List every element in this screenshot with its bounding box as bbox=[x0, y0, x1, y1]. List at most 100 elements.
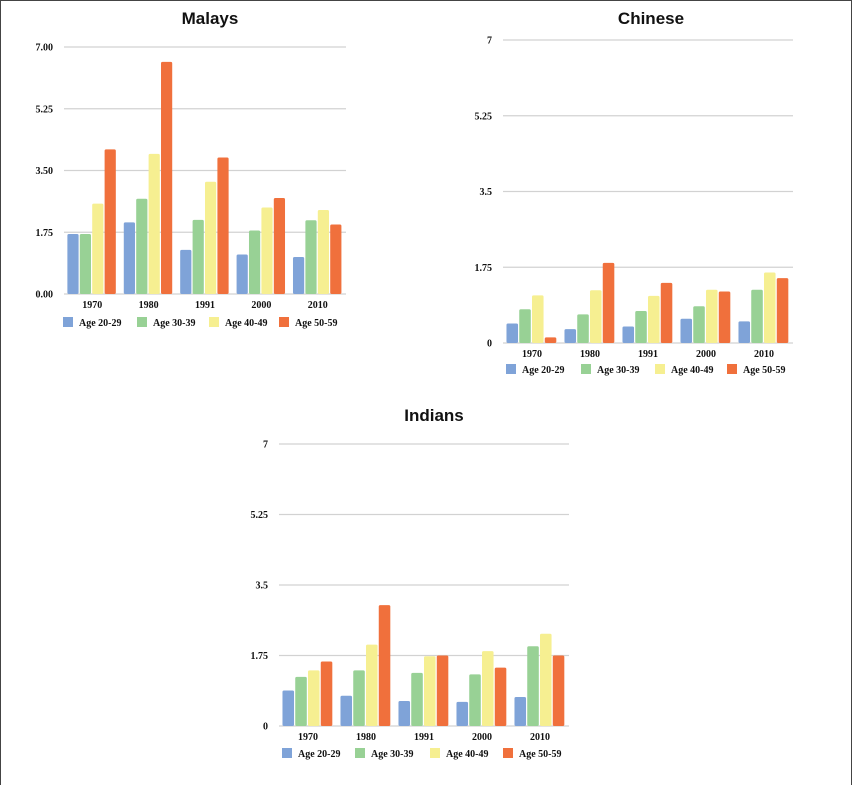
legend-label: Age 20-29 bbox=[522, 365, 565, 376]
legend-swatch bbox=[581, 364, 591, 374]
frame-border-top bbox=[0, 0, 852, 1]
legend-label: Age 20-29 bbox=[298, 749, 341, 760]
bar bbox=[180, 249, 192, 294]
legend-label: Age 40-49 bbox=[446, 749, 489, 760]
bar bbox=[236, 254, 248, 294]
bar bbox=[161, 61, 173, 294]
bar bbox=[317, 210, 330, 294]
bar bbox=[340, 695, 353, 726]
x-tick-label: 1980 bbox=[139, 300, 159, 311]
legend-label: Age 30-39 bbox=[597, 365, 640, 376]
bar bbox=[305, 220, 317, 294]
bar bbox=[718, 291, 731, 343]
x-tick-label: 2000 bbox=[696, 349, 716, 360]
chart-title: Indians bbox=[404, 406, 464, 425]
legend-label: Age 40-49 bbox=[225, 318, 268, 329]
x-tick-label: 2010 bbox=[754, 349, 774, 360]
legend-swatch bbox=[655, 364, 665, 374]
bar bbox=[273, 198, 286, 294]
x-tick-label: 1991 bbox=[638, 349, 658, 360]
legend-swatch bbox=[279, 317, 289, 327]
bar bbox=[544, 337, 557, 343]
legend-swatch bbox=[503, 748, 513, 758]
bar bbox=[469, 674, 481, 726]
bar bbox=[660, 282, 673, 343]
y-tick-label: 5.25 bbox=[475, 111, 493, 122]
bar bbox=[104, 149, 116, 294]
bar bbox=[295, 676, 307, 726]
bar bbox=[506, 323, 519, 343]
legend-label: Age 30-39 bbox=[153, 318, 196, 329]
x-tick-label: 1970 bbox=[522, 349, 542, 360]
bar bbox=[540, 633, 552, 726]
x-tick-label: 2000 bbox=[251, 300, 271, 311]
bar bbox=[148, 153, 160, 294]
legend-label: Age 40-49 bbox=[671, 365, 714, 376]
bar bbox=[366, 644, 378, 726]
y-tick-label: 7 bbox=[263, 440, 268, 451]
bar bbox=[577, 314, 589, 343]
y-tick-label: 1.75 bbox=[475, 263, 493, 274]
bar bbox=[136, 198, 148, 294]
legend-label: Age 30-39 bbox=[371, 749, 414, 760]
bar bbox=[424, 656, 436, 726]
bar bbox=[292, 256, 305, 294]
bar bbox=[622, 326, 635, 343]
legend-label: Age 50-59 bbox=[519, 749, 562, 760]
y-tick-label: 3.5 bbox=[256, 581, 269, 592]
chart-title: Malays bbox=[182, 9, 239, 28]
x-tick-label: 2010 bbox=[308, 300, 328, 311]
bar bbox=[398, 701, 411, 726]
x-tick-label: 1970 bbox=[298, 732, 318, 743]
bar bbox=[680, 318, 693, 343]
bar bbox=[456, 701, 469, 726]
y-tick-label: 7 bbox=[487, 36, 492, 47]
bar bbox=[217, 157, 229, 294]
legend-label: Age 20-29 bbox=[79, 318, 122, 329]
frame-border-left bbox=[0, 0, 1, 785]
bar bbox=[79, 234, 91, 294]
legend-swatch bbox=[282, 748, 292, 758]
bar bbox=[378, 605, 391, 726]
y-tick-label: 0 bbox=[263, 722, 268, 733]
bar bbox=[764, 272, 776, 343]
bar bbox=[648, 295, 660, 343]
y-tick-label: 3.5 bbox=[480, 187, 493, 198]
bar bbox=[436, 655, 449, 726]
y-tick-label: 1.75 bbox=[36, 228, 54, 239]
bar bbox=[123, 222, 135, 294]
bar bbox=[519, 309, 531, 343]
bar bbox=[693, 306, 705, 343]
x-tick-label: 1991 bbox=[414, 732, 434, 743]
bar bbox=[92, 203, 104, 294]
legend-label: Age 50-59 bbox=[743, 365, 786, 376]
legend-label: Age 50-59 bbox=[295, 318, 338, 329]
x-tick-label: 2000 bbox=[472, 732, 492, 743]
bar bbox=[552, 655, 565, 726]
x-tick-label: 1980 bbox=[356, 732, 376, 743]
legend-swatch bbox=[506, 364, 516, 374]
bar bbox=[411, 672, 423, 726]
bar bbox=[192, 219, 204, 294]
legend-swatch bbox=[137, 317, 147, 327]
legend-swatch bbox=[727, 364, 737, 374]
bar bbox=[67, 234, 79, 294]
y-tick-label: 1.75 bbox=[251, 651, 269, 662]
bar bbox=[527, 646, 539, 726]
legend-swatch bbox=[355, 748, 365, 758]
bar bbox=[494, 667, 507, 726]
y-tick-label: 7.00 bbox=[36, 43, 54, 54]
bar bbox=[248, 230, 261, 294]
y-tick-label: 5.25 bbox=[36, 104, 54, 115]
bar bbox=[738, 321, 751, 343]
x-tick-label: 2010 bbox=[530, 732, 550, 743]
legend-swatch bbox=[63, 317, 73, 327]
bar bbox=[205, 181, 217, 294]
bar bbox=[320, 661, 333, 726]
chart-title: Chinese bbox=[618, 9, 684, 28]
y-tick-label: 0 bbox=[487, 339, 492, 350]
legend-swatch bbox=[209, 317, 219, 327]
bar bbox=[590, 290, 602, 343]
